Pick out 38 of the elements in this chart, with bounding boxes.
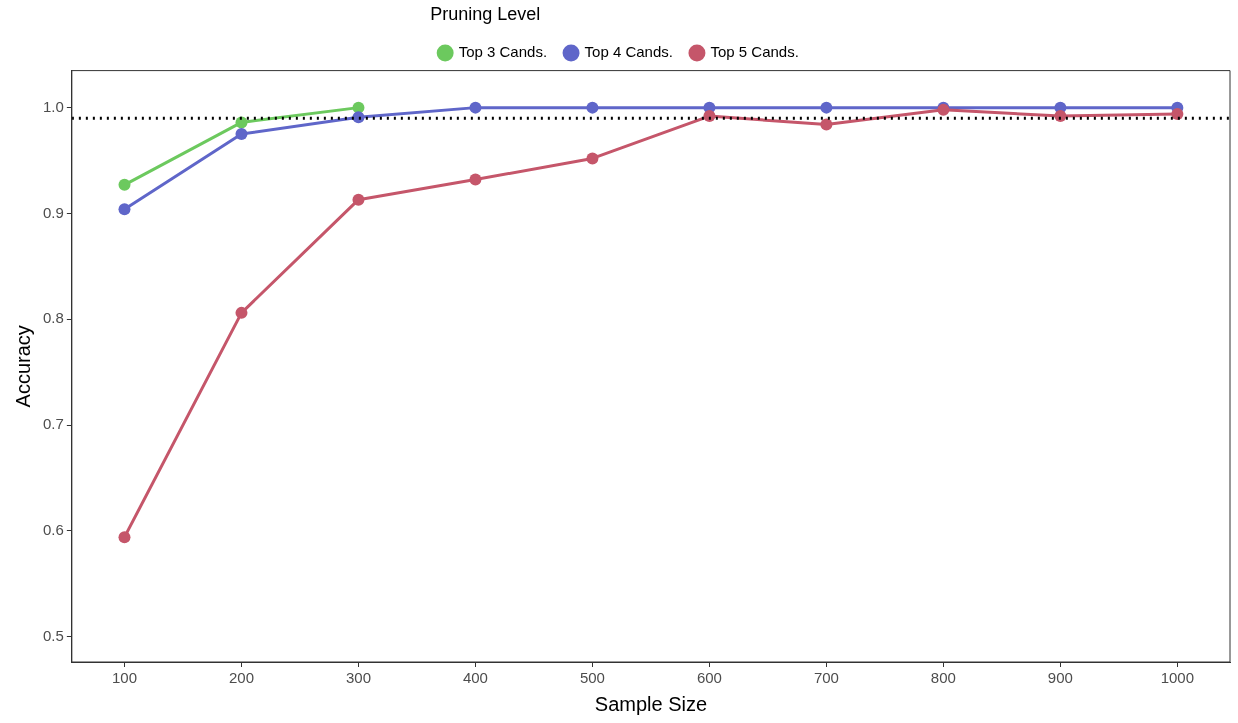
point — [586, 101, 599, 114]
legend-label: Top 3 Cands. — [458, 43, 548, 61]
point — [820, 101, 833, 114]
point — [820, 118, 833, 131]
point — [235, 116, 248, 129]
point — [118, 178, 131, 191]
y-tick-label: 0.5 — [42, 626, 64, 644]
point — [118, 203, 131, 216]
point — [586, 152, 599, 165]
legend-label: Top 4 Cands. — [584, 43, 673, 61]
x-tick-label: 200 — [228, 669, 254, 687]
point — [235, 306, 248, 319]
x-tick-label: 600 — [696, 669, 722, 687]
y-tick-label: 0.8 — [42, 309, 64, 327]
point — [469, 101, 482, 114]
y-tick-label: 0.9 — [42, 203, 64, 221]
x-tick-label: 700 — [813, 669, 839, 687]
y-tick-label: 0.6 — [42, 520, 64, 538]
point — [352, 193, 365, 206]
point — [703, 110, 716, 123]
x-tick-label: 300 — [345, 669, 371, 687]
point — [1171, 107, 1184, 120]
point — [118, 531, 131, 544]
y-axis-title: Accuracy — [11, 325, 34, 408]
point — [469, 173, 482, 186]
legend-title: Pruning Level — [430, 3, 541, 24]
legend-label: Top 5 Cands. — [710, 43, 799, 61]
x-tick-label: 900 — [1047, 669, 1073, 687]
x-axis-title: Sample Size — [594, 692, 708, 715]
x-tick-label: 1000 — [1160, 669, 1195, 687]
x-tick-label: 500 — [579, 669, 605, 687]
point — [1054, 110, 1067, 123]
x-tick-label: 800 — [930, 669, 956, 687]
x-tick-label: 400 — [462, 669, 488, 687]
point — [235, 128, 248, 141]
y-tick-label: 1.0 — [42, 97, 64, 115]
y-tick-label: 0.7 — [42, 415, 64, 433]
x-tick-label: 100 — [111, 669, 138, 687]
